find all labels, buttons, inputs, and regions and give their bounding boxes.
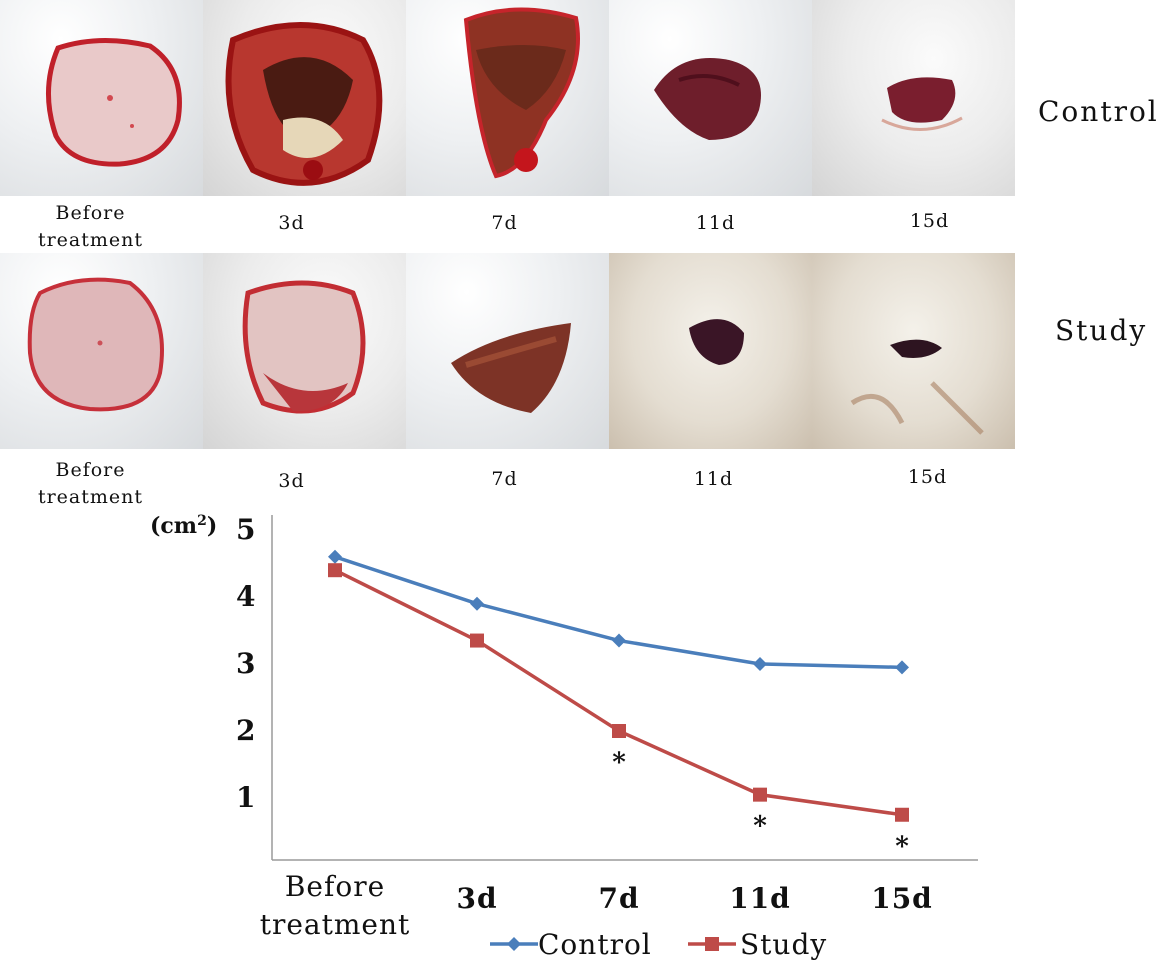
significance-marker-15d: * [895,832,909,862]
y-tick-label-1: 1 [236,781,255,814]
control-point-15d [895,660,909,675]
control-photo-7d [406,0,609,196]
control-label-15d: 15d [909,210,950,232]
study-photo-3d [203,253,406,449]
study-point-11d [753,787,767,802]
study-label-7d: 7d [491,468,518,490]
x-tick-label-3d: 3d [456,882,497,915]
study-point-15d [895,807,909,822]
legend-control-label: Control [538,928,652,961]
y-axis-label: (cm2) [150,513,217,539]
label-before: Before [55,459,126,481]
significance-marker-7d: * [612,748,626,778]
control-point-11d [753,657,767,671]
label-treatment: treatment [37,486,144,508]
label-treatment: treatment [37,229,144,251]
x-tick-label-before-treatment-line1: Before [285,870,385,903]
row-label-control: Control [1038,95,1159,128]
control-label-3d: 3d [278,212,305,234]
significance-marker-11d: * [753,812,767,842]
control-photo-before-treatment [0,0,203,196]
control-label-7d: 7d [491,212,518,234]
legend-study-label: Study [740,928,827,961]
y-tick-label-3: 3 [236,647,255,680]
control-point-7d [612,633,626,648]
study-label-before-treatment: Before treatment [0,457,192,511]
control-photo-3d [203,0,406,196]
study-label-15d: 15d [907,466,948,488]
study-photo-7d [406,253,609,449]
control-photo-row [0,0,1015,196]
control-photo-11d [609,0,812,196]
label-before: Before [55,202,126,224]
study-point-7d [612,724,626,738]
y-tick-label-2: 2 [236,714,255,747]
study-label-3d: 3d [278,470,305,492]
x-tick-label-15d: 15d [871,882,933,915]
y-axis-label-sup: 2 [197,513,207,529]
x-tick-label-11d: 11d [729,882,791,915]
control-label-before-treatment: Before treatment [0,200,192,254]
y-tick-label-4: 4 [236,580,255,613]
study-photo-15d [812,253,1015,449]
control-point-before-treatment [328,549,342,564]
control-point-3d [470,596,484,611]
study-photo-11d [609,253,812,449]
legend-study-marker [705,937,719,951]
row-label-study: Study [1055,314,1148,347]
study-point-before-treatment [328,563,342,578]
legend-control-marker [507,937,521,951]
control-label-11d: 11d [695,212,736,234]
y-axis-label-close: ) [207,513,217,539]
x-tick-label-before-treatment-line2: treatment [260,908,411,941]
x-tick-label-7d: 7d [598,882,639,915]
control-photo-15d [812,0,1015,196]
study-label-11d: 11d [693,468,734,490]
study-point-3d [470,633,484,648]
study-series-line [334,568,903,817]
study-photo-row [0,253,1015,449]
study-photo-before-treatment [0,253,203,449]
y-tick-label-5: 5 [236,513,255,546]
